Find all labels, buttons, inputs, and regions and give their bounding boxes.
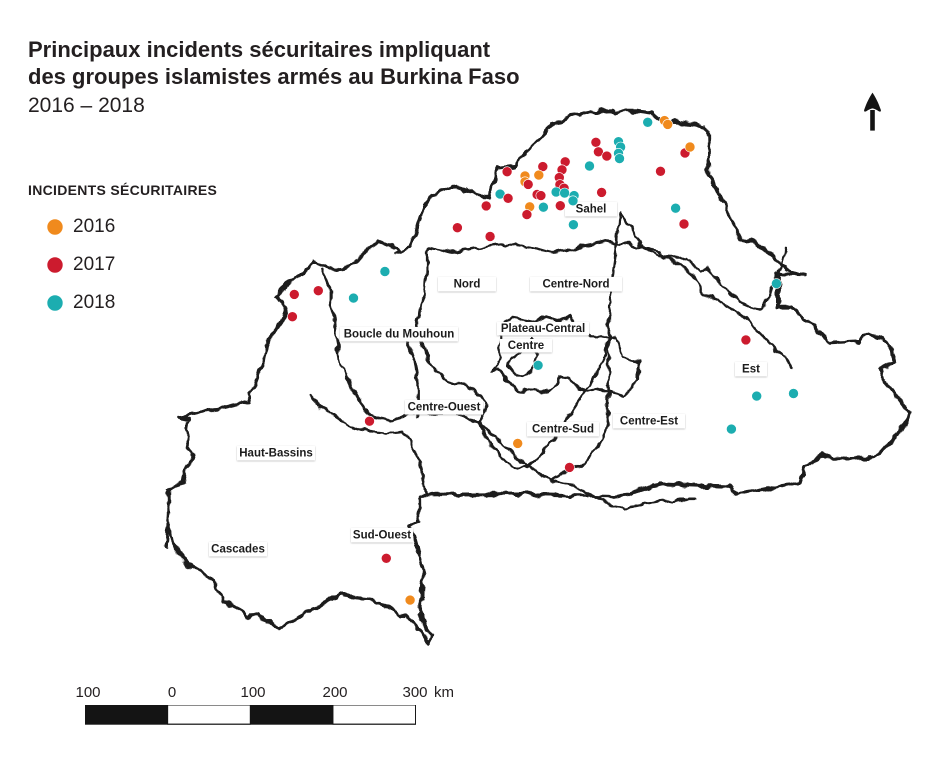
- svg-text:Sahel: Sahel: [576, 204, 607, 216]
- svg-text:Cascades: Cascades: [211, 544, 265, 556]
- svg-text:Centre: Centre: [508, 340, 544, 352]
- svg-text:Centre-Est: Centre-Est: [620, 416, 678, 428]
- svg-text:Haut-Bassins: Haut-Bassins: [239, 448, 313, 460]
- svg-text:Est: Est: [742, 364, 760, 376]
- svg-text:Nord: Nord: [454, 279, 481, 291]
- svg-text:Centre-Nord: Centre-Nord: [542, 279, 609, 291]
- svg-text:Plateau-Central: Plateau-Central: [501, 323, 585, 335]
- svg-text:Centre-Sud: Centre-Sud: [532, 424, 594, 436]
- svg-text:Boucle du Mouhoun: Boucle du Mouhoun: [344, 329, 455, 341]
- svg-text:Centre-Ouest: Centre-Ouest: [408, 402, 481, 414]
- svg-text:Sud-Ouest: Sud-Ouest: [353, 530, 411, 542]
